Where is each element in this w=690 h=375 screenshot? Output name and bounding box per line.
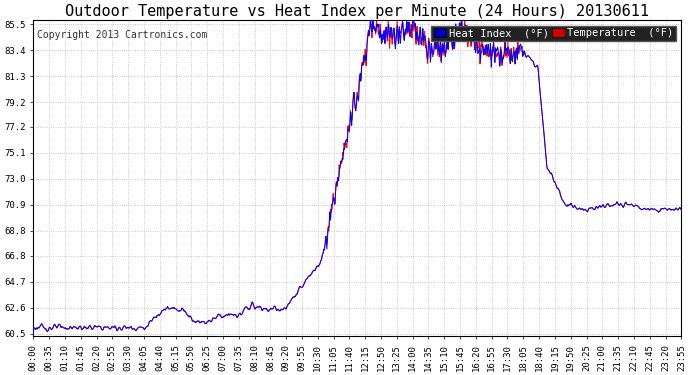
Title: Outdoor Temperature vs Heat Index per Minute (24 Hours) 20130611: Outdoor Temperature vs Heat Index per Mi… [66,4,649,19]
Legend: Heat Index  (°F), Temperature  (°F): Heat Index (°F), Temperature (°F) [431,26,676,41]
Text: Copyright 2013 Cartronics.com: Copyright 2013 Cartronics.com [37,30,207,40]
